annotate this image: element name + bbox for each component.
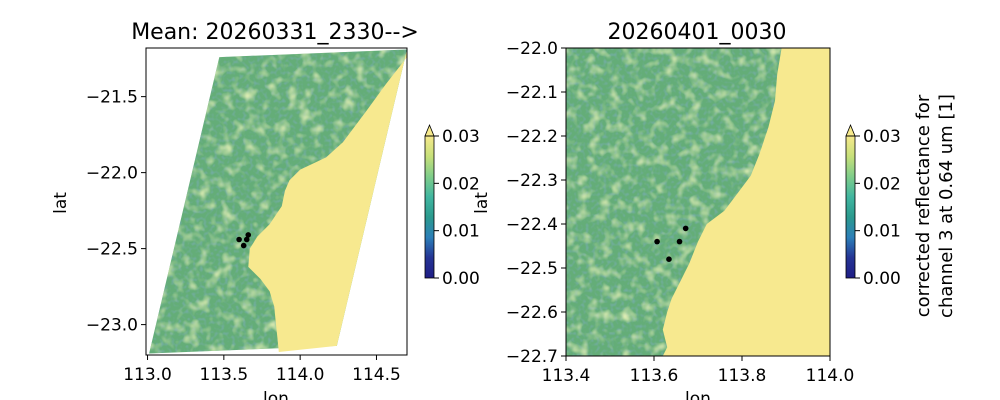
scatter-point [243, 236, 250, 243]
x-tick-label: 113.0 [123, 365, 172, 385]
colorbar-label-line1: corrected reflectance for [913, 94, 934, 317]
colorbar-label-line2: channel 3 at 0.64 um [1] [936, 94, 957, 318]
x-tick-label: 113.4 [542, 366, 591, 386]
x-tick-label: 113.5 [200, 365, 249, 385]
left-colorbar: 0.00 0.01 0.02 0.03 [424, 123, 480, 289]
right-colorbar-gradient [846, 136, 855, 278]
left-colorbar-ticks: 0.00 0.01 0.02 0.03 [434, 127, 480, 289]
right-panel: 113.4 113.6 113.8 114.0 −22.0−22.1−22.2−22.… [472, 20, 854, 400]
right-y-ticks: −22.0 −22.1 −22.2 −22.3 −22.4 −22.5 −22.6 −22.7 [506, 39, 566, 367]
y-tick-label: −22.3 [506, 171, 558, 191]
y-tick-label: −22.0 [86, 164, 138, 184]
y-tick-label: −22.5 [506, 259, 558, 279]
right-heatmap [566, 48, 830, 356]
right-land-area [662, 48, 830, 356]
y-tick-label: −21.5 [86, 88, 138, 108]
left-colorbar-frame [424, 135, 435, 279]
right-y-axis-label: lat [472, 192, 492, 214]
right-colorbar-ticks: 0.00 0.01 0.02 0.03 [855, 127, 901, 289]
colorbar-tick-label: 0.00 [442, 269, 480, 289]
colorbar-tick-label: 0.03 [863, 127, 901, 147]
x-tick-label: 114.0 [276, 365, 325, 385]
y-tick-label: −22.7 [506, 347, 558, 367]
scatter-point [666, 256, 672, 263]
x-tick-label: 113.6 [630, 366, 679, 386]
right-x-axis-label: lon [685, 389, 711, 400]
y-tick-label: −22.5 [86, 240, 138, 260]
left-y-ticks: −21.5 −22.0 −22.5 −23.0 [86, 88, 146, 336]
left-axes-frame [145, 47, 408, 356]
scatter-point [676, 238, 683, 245]
scatter-point [654, 238, 660, 245]
scatter-point [245, 232, 252, 238]
colorbar-tick-label: 0.02 [863, 174, 901, 194]
x-tick-label: 113.8 [718, 366, 767, 386]
x-tick-label: 114.0 [806, 366, 855, 386]
y-tick-label: −22.4 [506, 215, 558, 235]
left-x-axis-label: lon [263, 389, 289, 400]
y-tick-label: −22.1 [506, 83, 558, 103]
colorbar-tick-label: 0.01 [863, 222, 901, 242]
right-colorbar-frame [845, 135, 856, 279]
left-panel: 113.0 113.5 114.0 114.5 −21.5 −22.0 −22.5 −23.… [51, 20, 419, 400]
right-colorbar: 0.00 0.01 0.02 0.03 corrected reflectance f… [845, 94, 957, 318]
left-y-axis-label: lat [51, 192, 71, 214]
colorbar-tick-label: 0.01 [442, 222, 480, 242]
left-colorbar-extend-arrow [424, 123, 435, 137]
y-tick-label: −23.0 [86, 316, 138, 336]
y-tick-label: −22.6 [506, 303, 558, 323]
colorbar-tick-label: 0.00 [863, 269, 901, 289]
left-heatmap [149, 49, 407, 354]
left-colorbar-gradient [425, 136, 434, 278]
left-x-ticks: 113.0 113.5 114.0 114.5 [123, 355, 401, 385]
y-tick-label: −22.0 [506, 39, 558, 59]
right-title: 20260401_0030 [608, 20, 787, 45]
y-tick-label: −22.2 [506, 127, 558, 147]
left-land-area [248, 49, 407, 352]
right-colorbar-extend-arrow [845, 123, 856, 137]
left-title: Mean: 20260331_2330--> [131, 20, 419, 45]
scatter-point [236, 236, 242, 243]
scatter-point [682, 225, 689, 232]
right-x-ticks: 113.4 113.6 113.8 114.0 [542, 356, 855, 386]
colorbar-tick-label: 0.03 [442, 127, 480, 147]
right-axes-frame [565, 47, 831, 357]
scatter-point [240, 242, 247, 249]
left-points [236, 232, 252, 249]
right-points [654, 225, 689, 263]
x-tick-label: 114.5 [352, 365, 401, 385]
colorbar-tick-label: 0.02 [442, 174, 480, 194]
